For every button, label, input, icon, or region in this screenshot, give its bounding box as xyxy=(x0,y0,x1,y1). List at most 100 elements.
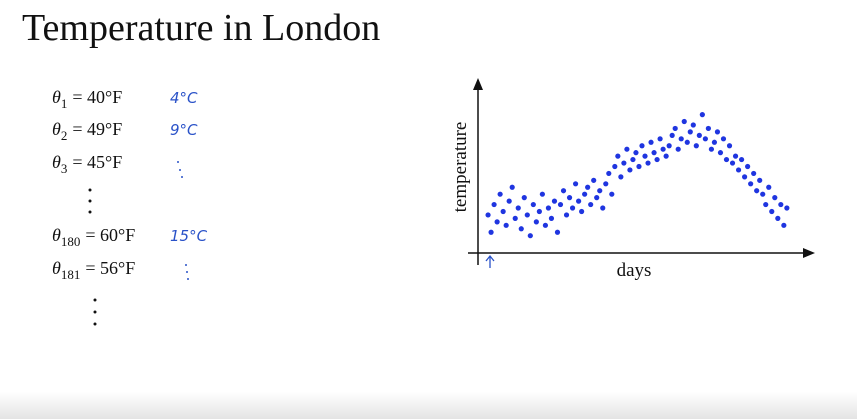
point xyxy=(563,212,570,218)
slide-title: Temperature in London xyxy=(22,7,380,49)
point xyxy=(684,139,690,145)
point xyxy=(742,174,748,180)
point xyxy=(600,205,606,211)
point xyxy=(778,201,784,208)
handwritten-note: 9°C xyxy=(170,121,198,139)
point xyxy=(678,136,684,142)
point xyxy=(621,160,627,166)
point xyxy=(579,208,585,215)
point xyxy=(560,188,567,194)
point xyxy=(521,195,527,201)
equation: θ1 = 40°F xyxy=(52,87,122,111)
expression: = 56°F xyxy=(85,258,135,278)
equation: θ181 = 56°F xyxy=(52,258,135,282)
ellipsis xyxy=(88,188,97,326)
point xyxy=(669,132,675,138)
equation: θ180 = 60°F xyxy=(52,225,135,249)
point xyxy=(714,129,721,135)
point xyxy=(557,201,564,208)
handwritten-note: 15°C xyxy=(170,227,208,245)
subscript: 180 xyxy=(61,234,81,249)
point xyxy=(536,208,542,215)
point xyxy=(569,205,576,211)
point xyxy=(539,191,545,197)
point xyxy=(630,156,636,163)
subscript: 181 xyxy=(61,267,81,282)
point xyxy=(763,201,769,208)
axes xyxy=(468,78,815,265)
point xyxy=(627,167,633,173)
theta: θ xyxy=(52,87,61,107)
point xyxy=(527,233,533,239)
point xyxy=(687,129,693,135)
point xyxy=(491,201,497,208)
point xyxy=(485,212,491,218)
point xyxy=(551,198,558,204)
point xyxy=(566,195,573,201)
point xyxy=(760,191,766,197)
point xyxy=(554,229,561,235)
handwritten-dots xyxy=(177,161,189,280)
point xyxy=(618,174,624,180)
point xyxy=(735,167,742,173)
point xyxy=(572,181,579,187)
point xyxy=(699,112,705,118)
point xyxy=(690,122,696,128)
point xyxy=(645,160,651,166)
point xyxy=(769,208,775,215)
point xyxy=(588,201,594,208)
point xyxy=(729,160,736,166)
point xyxy=(657,136,663,142)
point xyxy=(738,156,745,163)
point xyxy=(726,143,733,149)
expression: = 60°F xyxy=(85,225,135,245)
equation: θ2 = 49°F xyxy=(52,119,122,143)
expression: = 40°F xyxy=(72,87,122,107)
equation: θ3 = 45°F xyxy=(52,152,122,176)
point xyxy=(732,153,739,159)
point xyxy=(708,146,715,152)
point xyxy=(654,156,660,163)
point xyxy=(748,181,754,187)
point xyxy=(533,219,539,225)
point xyxy=(494,219,500,225)
point xyxy=(781,222,787,228)
point xyxy=(582,191,588,197)
point xyxy=(757,177,763,183)
point xyxy=(612,163,618,170)
point xyxy=(624,146,630,152)
expression: = 49°F xyxy=(72,119,122,139)
subscript: 2 xyxy=(61,128,68,143)
subscript: 1 xyxy=(61,96,68,111)
point xyxy=(548,215,555,221)
point xyxy=(515,205,521,211)
point xyxy=(675,146,681,152)
video-bar xyxy=(0,392,857,419)
point xyxy=(666,143,672,149)
point xyxy=(530,201,536,208)
point xyxy=(705,125,711,132)
point xyxy=(663,153,669,159)
theta: θ xyxy=(52,152,61,172)
point xyxy=(594,195,600,201)
point xyxy=(711,139,718,145)
point xyxy=(766,184,772,190)
theta: θ xyxy=(52,119,61,139)
point xyxy=(702,136,708,142)
point xyxy=(693,143,699,149)
point xyxy=(648,139,654,145)
point xyxy=(597,188,603,194)
start-arrow xyxy=(485,254,495,268)
point xyxy=(723,156,730,163)
point xyxy=(509,184,515,190)
point xyxy=(754,188,760,194)
point xyxy=(660,146,666,152)
point xyxy=(615,153,621,159)
point xyxy=(542,222,549,228)
point xyxy=(772,195,778,201)
point xyxy=(775,215,781,221)
point xyxy=(591,177,597,183)
